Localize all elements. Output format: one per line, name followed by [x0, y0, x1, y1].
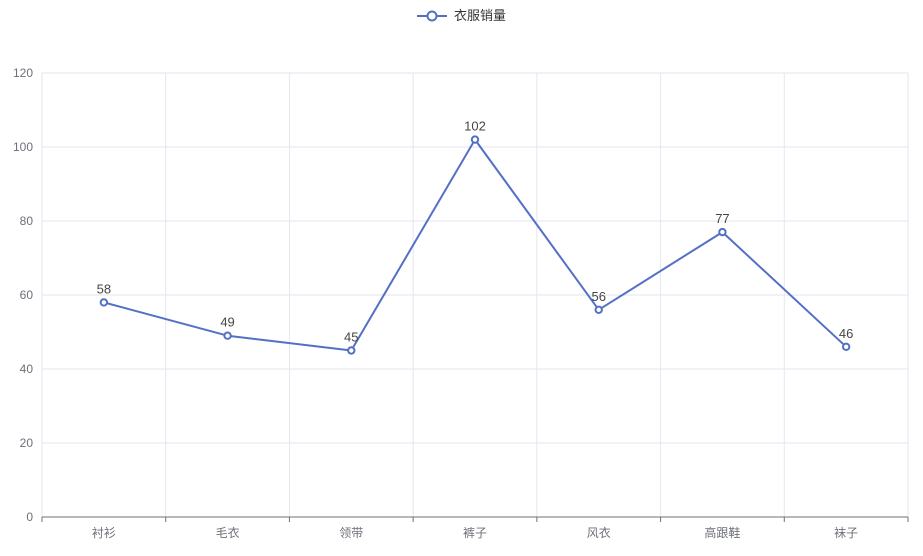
data-point-领带[interactable]	[347, 346, 356, 355]
y-axis-tick-label: 120	[13, 66, 33, 80]
data-point-label: 58	[97, 281, 111, 296]
y-axis-tick-label: 40	[20, 362, 34, 376]
x-axis-category-label: 高跟鞋	[704, 525, 740, 540]
x-axis-category-label: 领带	[339, 526, 363, 540]
y-axis-tick-label: 100	[13, 140, 33, 154]
line-circle-marker-icon	[416, 10, 447, 22]
x-axis-category-label: 毛衣	[216, 525, 240, 540]
data-point-毛衣[interactable]	[223, 331, 232, 340]
y-axis-tick-label: 60	[20, 288, 34, 302]
data-point-裤子[interactable]	[470, 135, 480, 144]
data-point-风衣[interactable]	[594, 305, 603, 314]
x-axis-category-label: 衬衫	[92, 526, 116, 540]
legend: 衣服销量	[0, 6, 923, 26]
y-axis-tick-label: 20	[20, 436, 34, 450]
x-axis-category-label: 袜子	[834, 526, 858, 540]
data-point-高跟鞋[interactable]	[718, 227, 727, 237]
y-axis-tick-label: 80	[20, 214, 34, 228]
data-point-衬衫[interactable]	[99, 298, 109, 307]
data-point-label: 56	[591, 289, 605, 304]
x-axis-category-label: 风衣	[587, 525, 611, 540]
legend-label: 衣服销量	[453, 8, 506, 23]
series-line	[102, 138, 848, 352]
legend-item-clothing-sales[interactable]: 衣服销量	[416, 6, 506, 26]
data-point-label: 102	[464, 119, 486, 134]
data-point-label: 77	[715, 211, 729, 226]
data-point-label: 46	[839, 326, 853, 341]
x-axis-category-label: 裤子	[463, 526, 487, 540]
y-axis-tick-label: 0	[26, 510, 33, 524]
data-point-label: 49	[220, 315, 234, 330]
data-point-label: 45	[344, 330, 358, 345]
data-point-袜子[interactable]	[841, 342, 851, 351]
